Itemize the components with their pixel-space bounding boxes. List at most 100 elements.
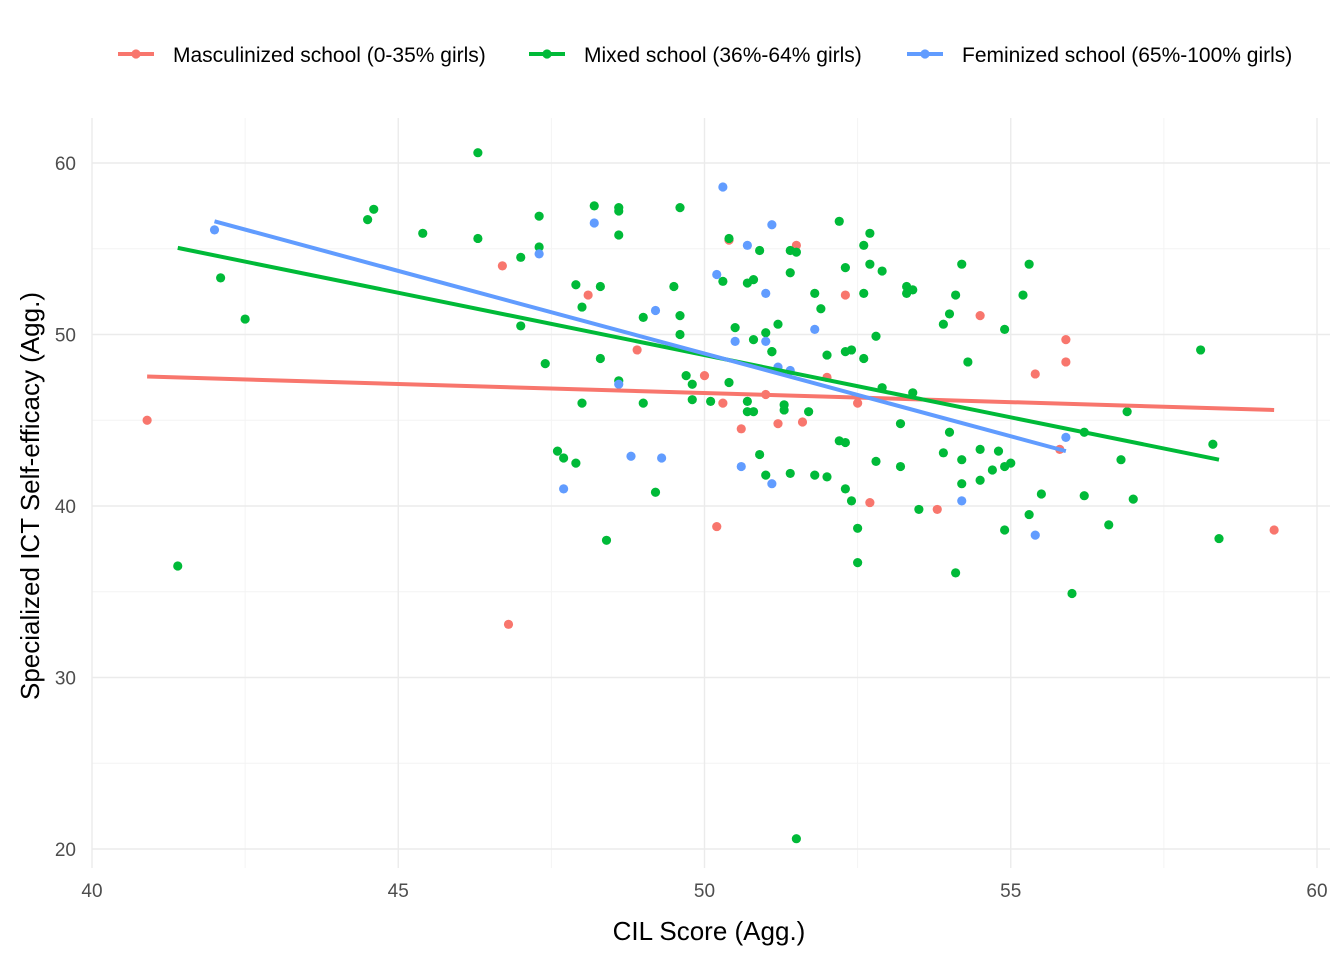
data-point-series-2 xyxy=(614,206,624,216)
data-point-series-2 xyxy=(742,396,752,406)
data-point-series-2 xyxy=(755,449,765,460)
data-point-series-2 xyxy=(473,233,483,244)
legend-key-point xyxy=(131,49,141,59)
data-point-series-2 xyxy=(369,204,379,214)
data-point-series-3 xyxy=(767,479,777,489)
data-point-series-1 xyxy=(632,345,642,355)
data-point-series-1 xyxy=(497,261,507,271)
data-point-series-2 xyxy=(846,345,857,355)
data-point-series-2 xyxy=(859,353,869,364)
data-point-series-2 xyxy=(516,321,526,331)
data-point-series-2 xyxy=(944,309,955,319)
data-point-series-2 xyxy=(975,444,985,455)
data-point-series-2 xyxy=(718,276,728,286)
data-point-series-2 xyxy=(865,259,875,269)
data-point-series-2 xyxy=(865,228,875,238)
data-point-series-3 xyxy=(534,249,544,259)
data-point-series-3 xyxy=(589,218,599,228)
data-point-series-2 xyxy=(951,290,961,300)
data-point-series-2 xyxy=(577,302,587,312)
data-point-series-2 xyxy=(706,396,716,406)
data-point-series-3 xyxy=(626,451,636,461)
data-point-series-3 xyxy=(810,324,820,334)
data-point-series-2 xyxy=(957,259,967,269)
data-point-series-3 xyxy=(614,379,624,389)
data-point-series-2 xyxy=(669,281,679,292)
data-point-series-2 xyxy=(1018,290,1028,300)
data-point-series-2 xyxy=(1079,491,1089,501)
grid-lines xyxy=(91,118,1330,868)
y-tick-label: 60 xyxy=(55,154,76,175)
data-point-series-2 xyxy=(363,214,373,225)
data-point-series-2 xyxy=(804,407,814,417)
data-point-series-2 xyxy=(840,263,850,273)
data-point-series-1 xyxy=(1269,525,1279,535)
data-point-series-2 xyxy=(1036,489,1046,499)
data-point-series-1 xyxy=(797,417,808,427)
data-point-series-2 xyxy=(1104,520,1114,530)
data-point-series-2 xyxy=(895,461,906,472)
data-point-series-2 xyxy=(534,211,544,221)
data-point-series-2 xyxy=(816,304,826,314)
data-point-series-2 xyxy=(614,230,624,240)
y-axis-title: Specialized ICT Self-efficacy (Agg.) xyxy=(15,292,45,700)
data-point-series-2 xyxy=(834,216,844,226)
data-point-series-2 xyxy=(761,328,771,338)
data-point-series-2 xyxy=(687,395,697,405)
data-point-series-3 xyxy=(559,484,569,494)
data-point-series-2 xyxy=(571,280,581,290)
data-point-series-1 xyxy=(712,521,722,532)
data-point-series-1 xyxy=(773,419,783,429)
data-point-series-2 xyxy=(785,268,795,278)
plot-panel xyxy=(91,118,1330,868)
legend-label: Feminized school (65%-100% girls) xyxy=(962,44,1292,67)
data-point-series-2 xyxy=(675,329,685,340)
data-point-series-2 xyxy=(748,275,759,285)
data-point-series-2 xyxy=(675,311,685,321)
data-point-series-3 xyxy=(712,269,722,280)
trend-line-series-3 xyxy=(213,219,1067,454)
data-point-series-2 xyxy=(748,407,759,417)
data-point-series-2 xyxy=(761,470,771,480)
data-point-series-2 xyxy=(840,484,850,494)
data-point-series-2 xyxy=(1196,345,1206,355)
data-point-series-2 xyxy=(773,319,783,329)
data-point-series-2 xyxy=(216,273,226,283)
y-tick-label: 30 xyxy=(55,669,76,690)
data-point-series-1 xyxy=(503,619,514,629)
data-point-series-2 xyxy=(638,398,648,408)
data-point-series-2 xyxy=(687,379,697,389)
data-point-series-3 xyxy=(730,336,740,346)
data-point-series-2 xyxy=(1006,458,1016,468)
data-point-series-2 xyxy=(938,448,948,458)
data-point-series-2 xyxy=(975,475,985,485)
legend-label: Masculinized school (0-35% girls) xyxy=(173,44,486,67)
legend-key-point xyxy=(542,49,552,59)
data-point-series-2 xyxy=(944,427,955,437)
data-point-series-2 xyxy=(993,446,1004,456)
data-point-series-3 xyxy=(761,288,771,298)
data-point-series-1 xyxy=(1061,357,1071,367)
data-point-series-2 xyxy=(871,331,881,341)
data-point-series-3 xyxy=(1061,432,1071,442)
data-point-series-2 xyxy=(595,281,605,292)
data-point-series-2 xyxy=(540,359,550,369)
data-point-series-2 xyxy=(791,834,801,844)
data-point-series-2 xyxy=(908,285,918,295)
data-point-series-1 xyxy=(718,398,728,408)
data-point-series-2 xyxy=(724,377,734,388)
data-point-series-2 xyxy=(1067,588,1077,599)
data-point-series-2 xyxy=(810,470,820,480)
data-point-series-2 xyxy=(840,437,850,448)
y-tick-label: 50 xyxy=(55,326,76,347)
data-point-series-1 xyxy=(975,311,985,321)
data-point-series-2 xyxy=(650,487,661,497)
data-point-series-3 xyxy=(761,336,771,346)
trend-line-series-1 xyxy=(147,374,1275,412)
data-point-series-1 xyxy=(853,398,863,408)
data-point-series-3 xyxy=(957,496,967,506)
data-point-series-3 xyxy=(736,461,746,472)
data-point-series-2 xyxy=(846,496,857,506)
data-points xyxy=(142,148,1279,844)
